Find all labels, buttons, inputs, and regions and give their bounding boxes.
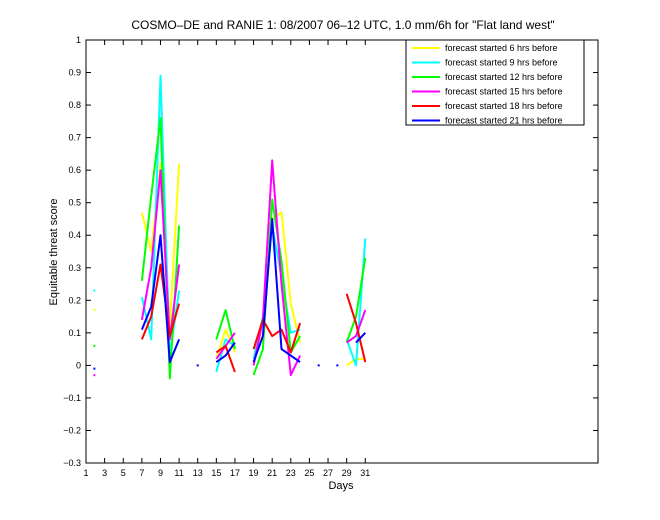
y-axis: −0.3 −0.2 −0.1 0 0.1 0.2 0.3 0.4 0.5 0.6 0.7 0.8 0.9… <box>63 35 598 468</box>
legend-box <box>405 39 585 126</box>
legend-label: forecast started 12 hrs before <box>445 72 563 82</box>
y-tick-label: 0.1 <box>68 328 81 338</box>
legend: forecast started 6 hrs before forecast st… <box>405 39 585 126</box>
series-line <box>215 344 236 373</box>
y-axis-title: Equitable threat score <box>48 198 60 305</box>
y-tick-label: −0.2 <box>63 425 81 435</box>
x-tick-label: 7 <box>139 468 144 478</box>
y-tick-label: 0.9 <box>68 68 81 78</box>
chart-title: COSMO–DE and RANIE 1: 08/2007 06–12 UTC,… <box>131 18 554 32</box>
y-tick-label: 0 <box>76 360 81 370</box>
series-line <box>140 263 181 340</box>
x-tick-label: 15 <box>211 468 221 478</box>
y-tick-label: 0.8 <box>68 100 81 110</box>
series-line <box>355 332 367 344</box>
series-line <box>345 293 367 363</box>
series-line <box>252 318 302 354</box>
x-axis-title: Days <box>328 480 354 492</box>
series-line <box>140 234 181 364</box>
y-tick-label: −0.3 <box>63 458 81 468</box>
x-tick-label: 25 <box>304 468 314 478</box>
y-tick-label: 0.5 <box>68 198 81 208</box>
y-tick-label: 0.6 <box>68 165 81 175</box>
x-tick-label: 21 <box>267 468 277 478</box>
series-line <box>252 218 301 363</box>
x-tick-label: 31 <box>360 468 370 478</box>
x-tick-label: 27 <box>323 468 333 478</box>
y-tick-label: −0.1 <box>63 393 81 403</box>
series-line <box>215 342 236 363</box>
y-tick-label: 0.7 <box>68 133 81 143</box>
x-tick-label: 19 <box>249 468 259 478</box>
series-6 <box>93 218 367 370</box>
series-line <box>346 309 367 344</box>
series-layer <box>93 74 367 380</box>
x-tick-label: 9 <box>158 468 163 478</box>
series-line <box>140 169 181 341</box>
x-axis: 1 3 5 7 9 11 13 15 17 19 21 23 25 27 29 31 <box>83 40 370 478</box>
series-line <box>345 257 367 343</box>
x-tick-label: 5 <box>121 468 126 478</box>
legend-label: forecast started 15 hrs before <box>445 87 563 97</box>
x-tick-label: 1 <box>83 468 88 478</box>
series-line <box>140 162 181 328</box>
y-tick-label: 0.3 <box>68 263 81 273</box>
y-tick-label: 1 <box>76 35 81 45</box>
legend-label: forecast started 21 hrs before <box>445 116 563 126</box>
x-tick-label: 11 <box>174 468 183 478</box>
y-tick-label: 0.4 <box>68 230 81 240</box>
x-tick-label: 17 <box>230 468 240 478</box>
x-tick-label: 13 <box>193 468 203 478</box>
x-tick-label: 3 <box>102 468 107 478</box>
series-5 <box>140 263 367 373</box>
legend-label: forecast started 9 hrs before <box>445 58 558 68</box>
legend-label: forecast started 6 hrs before <box>445 43 558 53</box>
x-tick-label: 29 <box>342 468 352 478</box>
x-tick-label: 23 <box>286 468 296 478</box>
y-tick-label: 0.2 <box>68 295 81 305</box>
legend-label: forecast started 18 hrs before <box>445 101 563 111</box>
